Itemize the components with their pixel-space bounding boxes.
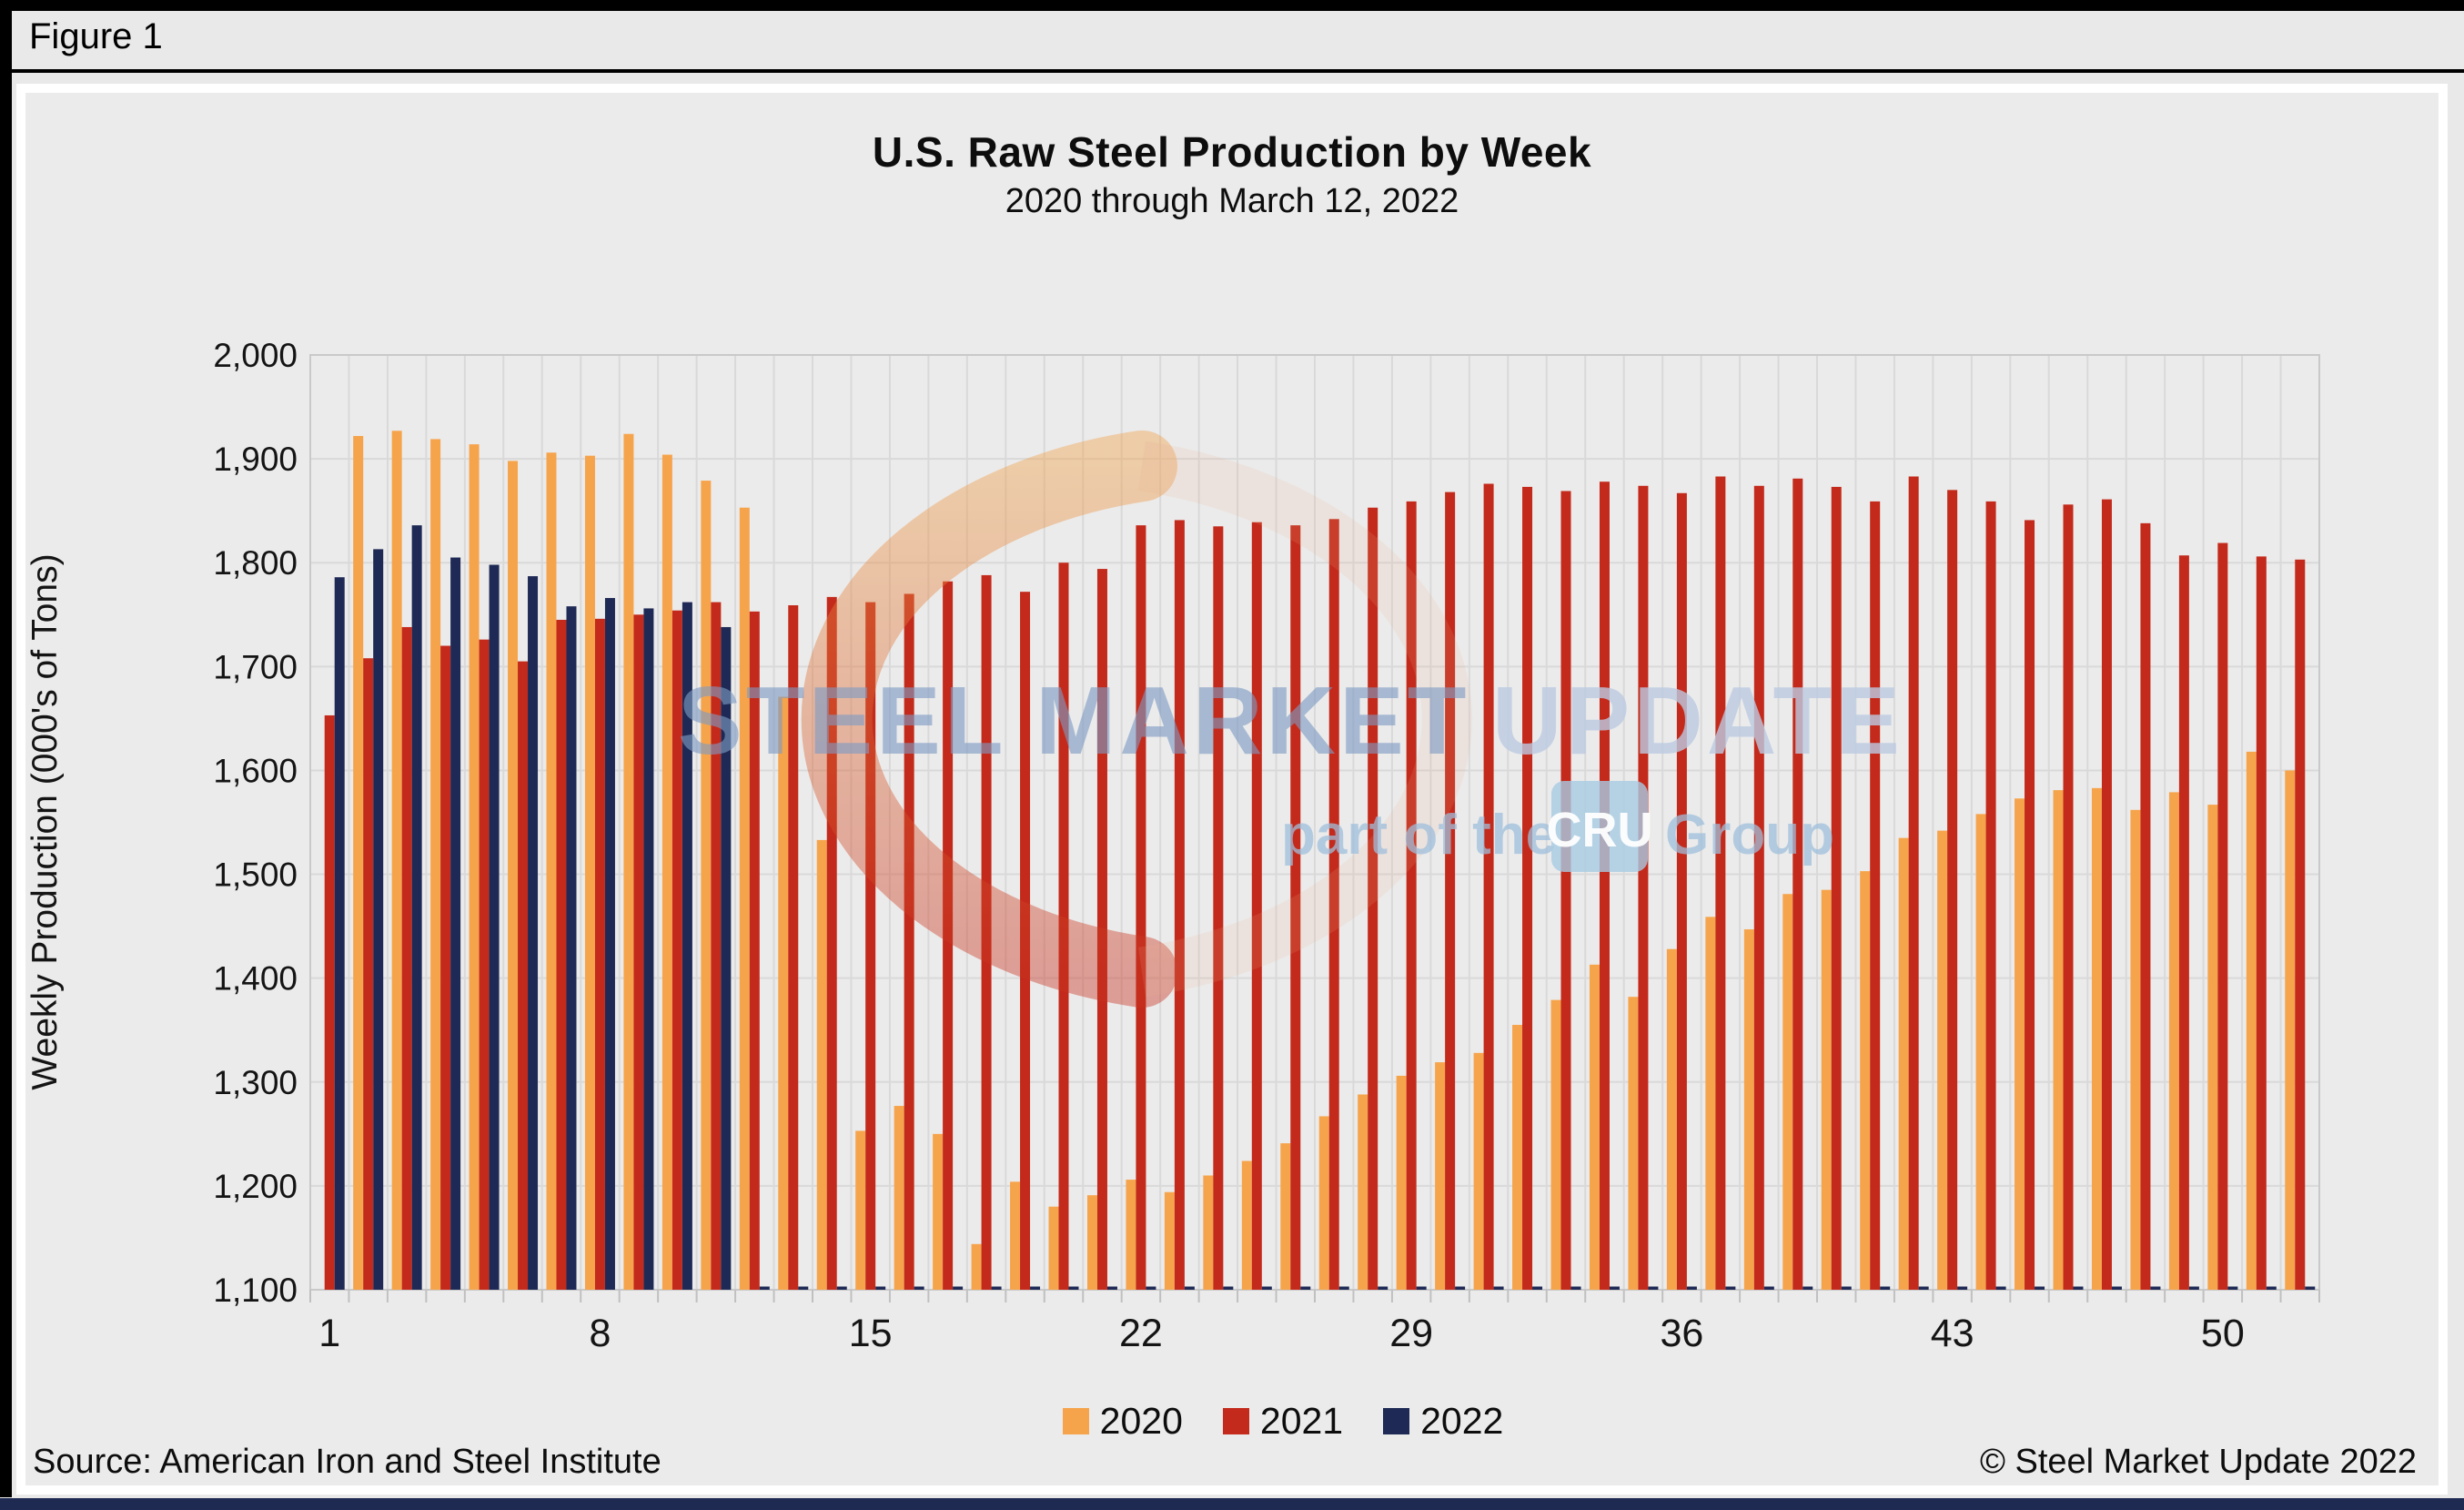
source-note: Source: American Iron and Steel Institut… [33, 1443, 661, 1481]
svg-text:36: 36 [1660, 1312, 1703, 1355]
copyright-note: © Steel Market Update 2022 [1979, 1443, 2417, 1481]
svg-text:50: 50 [2201, 1312, 2245, 1355]
bars-2021 [324, 476, 2306, 1290]
bottom-navy-strip [0, 1498, 2464, 1510]
chart-title: U.S. Raw Steel Production by Week [872, 128, 1592, 176]
legend-item-2020: 2020 [1062, 1400, 1183, 1443]
svg-text:1,300: 1,300 [213, 1064, 298, 1101]
y-axis-labels: 2,000 1,900 1,800 1,700 1,600 1,500 1,400 1,300… [213, 337, 298, 1309]
svg-text:CRU: CRU [1547, 803, 1653, 857]
bars-2020 [353, 431, 2296, 1291]
x-axis-labels: 1 8 15 22 29 36 43 50 [318, 1312, 2244, 1355]
svg-text:1,700: 1,700 [213, 648, 298, 685]
header-divider [0, 69, 2464, 73]
figure-label: Figure 1 [29, 16, 163, 56]
left-black-edge [0, 0, 12, 1497]
svg-text:STEEL MARKET: STEEL MARKET [678, 667, 1470, 775]
chart-subtitle: 2020 through March 12, 2022 [1005, 182, 1459, 220]
legend-label-2022: 2022 [1420, 1400, 1504, 1442]
svg-text:1,800: 1,800 [213, 544, 298, 582]
legend-label-2021: 2021 [1259, 1400, 1344, 1442]
svg-text:1,400: 1,400 [213, 960, 298, 998]
bars-2022 [334, 525, 2316, 1290]
svg-text:2,000: 2,000 [213, 337, 298, 374]
legend-swatch-2021 [1222, 1408, 1249, 1434]
chart-legend: 2020 2021 2022 [0, 1400, 2464, 1443]
svg-text:8: 8 [590, 1312, 611, 1355]
legend-label-2020: 2020 [1099, 1400, 1183, 1442]
top-black-bar [0, 0, 2464, 11]
legend-item-2022: 2022 [1383, 1400, 1503, 1443]
svg-text:Group: Group [1665, 804, 1834, 866]
svg-text:1: 1 [318, 1312, 340, 1355]
svg-text:29: 29 [1389, 1312, 1433, 1355]
legend-swatch-2020 [1062, 1408, 1089, 1434]
svg-text:1,600: 1,600 [213, 752, 298, 789]
y-axis-title: Weekly Production (000's of Tons) [25, 553, 65, 1089]
svg-text:15: 15 [849, 1312, 893, 1355]
svg-text:part of the: part of the [1281, 804, 1557, 866]
legend-swatch-2022 [1383, 1408, 1410, 1434]
svg-text:43: 43 [1931, 1312, 1974, 1355]
legend-item-2021: 2021 [1222, 1400, 1344, 1443]
svg-text:1,900: 1,900 [213, 441, 298, 478]
svg-text:1,200: 1,200 [213, 1168, 298, 1205]
svg-text:22: 22 [1119, 1312, 1163, 1355]
svg-text:UPDATE: UPDATE [1492, 667, 1904, 775]
x-axis-ticks [309, 1290, 2320, 1302]
svg-text:1,100: 1,100 [213, 1272, 298, 1309]
svg-text:1,500: 1,500 [213, 856, 298, 894]
